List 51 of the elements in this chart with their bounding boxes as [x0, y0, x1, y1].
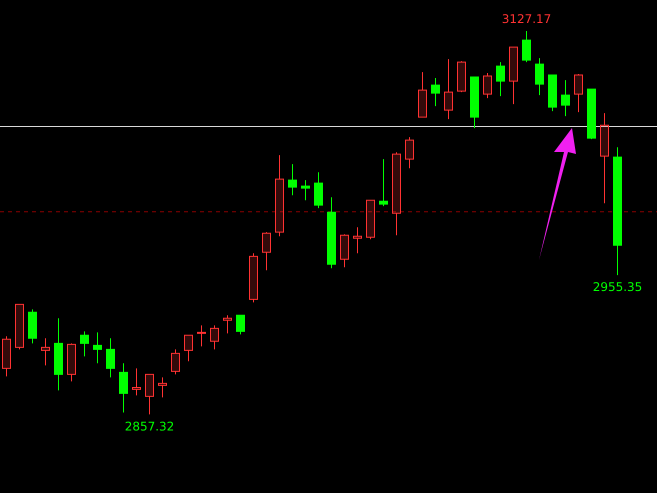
- candlestick: [587, 88, 596, 140]
- candlestick: [132, 368, 141, 396]
- candlestick: [509, 46, 518, 105]
- candlestick: [301, 180, 310, 201]
- candlestick: [444, 58, 453, 120]
- candlestick: [15, 304, 24, 350]
- candlestick: [119, 362, 128, 413]
- candlestick: [106, 338, 115, 378]
- candlestick: [67, 342, 76, 382]
- annotation: 2955.35: [592, 280, 642, 294]
- candlestick: [613, 146, 622, 276]
- candlestick: [574, 74, 583, 113]
- candlestick: [197, 324, 206, 347]
- candlestick: [431, 78, 440, 107]
- candlestick: [158, 376, 167, 398]
- candlestick: [2, 336, 11, 377]
- candlestick: [535, 58, 544, 96]
- candlestick: [522, 30, 531, 63]
- candlestick: [457, 60, 466, 93]
- candlestick: [54, 318, 63, 391]
- candlestick: [483, 72, 492, 99]
- candlestick: [496, 62, 505, 97]
- candlestick: [28, 308, 37, 344]
- candlestick: [548, 74, 557, 112]
- candlestick: [145, 374, 154, 415]
- candlestick: [80, 330, 89, 357]
- candlestick: [249, 252, 258, 303]
- candlestick: [223, 314, 232, 334]
- candlestick: [171, 348, 180, 375]
- candlestick: [210, 324, 219, 350]
- candlestick: [353, 226, 362, 254]
- candlestick: [41, 338, 50, 366]
- candlestick: [314, 172, 323, 209]
- candlestick: [93, 332, 102, 364]
- candlestick: [340, 234, 349, 268]
- candlestick: [470, 76, 479, 129]
- candlestick: [600, 112, 609, 204]
- candlestick: [418, 72, 427, 118]
- candlestick: [275, 154, 284, 237]
- annotation: 2857.32: [124, 419, 174, 434]
- candlestick: [236, 314, 245, 335]
- candlestick: [262, 232, 271, 271]
- candlestick: [327, 196, 336, 269]
- candlestick: [366, 200, 375, 240]
- candlestick: [561, 80, 570, 117]
- candlestick: [184, 334, 193, 362]
- annotation: 3127.17: [502, 12, 552, 26]
- candlestick: [288, 164, 297, 196]
- candlestick: [379, 158, 388, 207]
- candlestick: [405, 136, 414, 169]
- candlestick: [392, 152, 401, 236]
